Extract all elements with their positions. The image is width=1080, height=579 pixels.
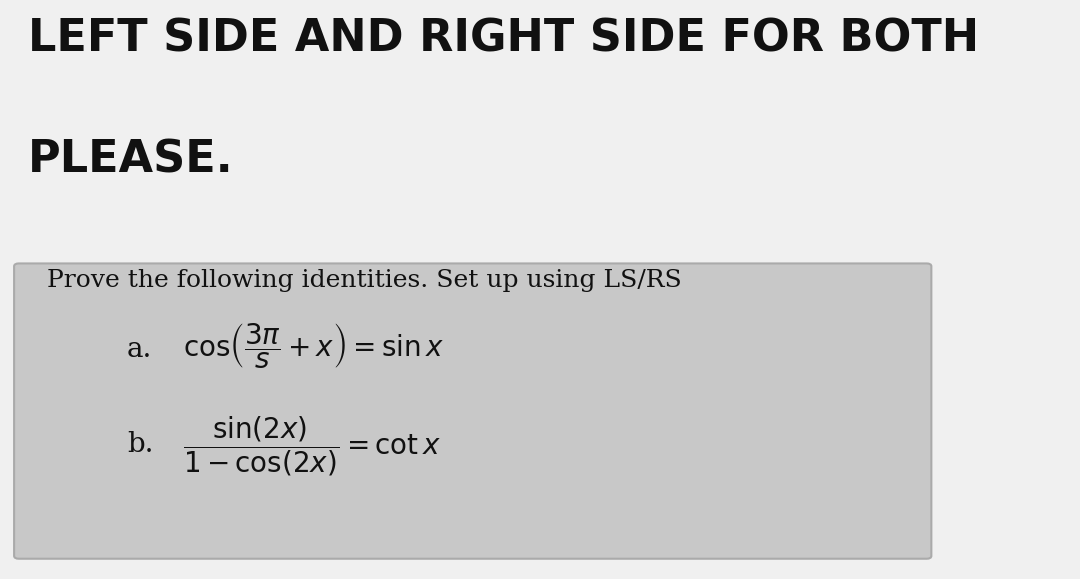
- FancyBboxPatch shape: [14, 263, 931, 559]
- Text: $\cos\!\left(\dfrac{3\pi}{s} + x\right) = \sin x$: $\cos\!\left(\dfrac{3\pi}{s} + x\right) …: [184, 321, 445, 371]
- Text: Prove the following identities. Set up using LS/RS: Prove the following identities. Set up u…: [48, 269, 681, 292]
- Text: PLEASE.: PLEASE.: [28, 139, 234, 182]
- Text: a.: a.: [127, 336, 152, 363]
- Text: LEFT SIDE AND RIGHT SIDE FOR BOTH: LEFT SIDE AND RIGHT SIDE FOR BOTH: [28, 17, 980, 60]
- Text: b.: b.: [127, 431, 153, 459]
- Text: $\dfrac{\sin(2x)}{1-\cos(2x)} = \cot x$: $\dfrac{\sin(2x)}{1-\cos(2x)} = \cot x$: [184, 414, 442, 478]
